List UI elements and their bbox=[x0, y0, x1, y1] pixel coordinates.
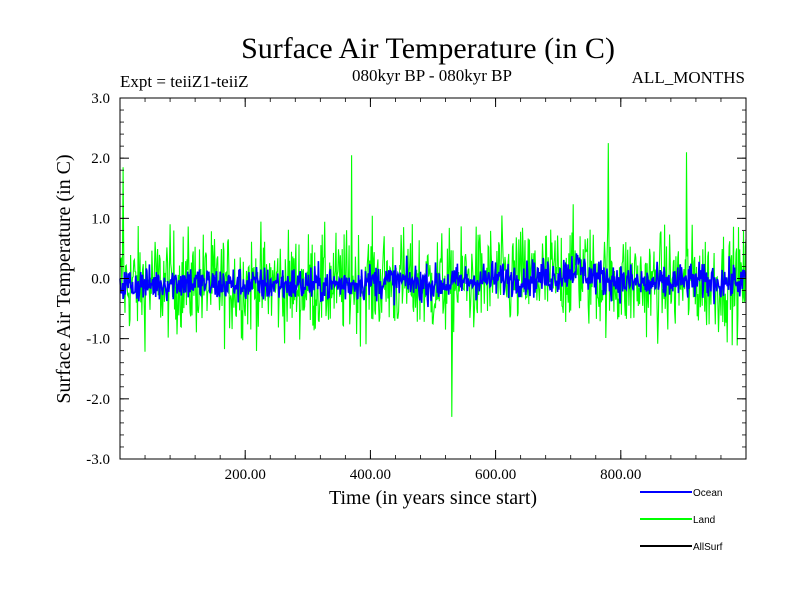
y-tick-label: 3.0 bbox=[91, 91, 110, 107]
x-axis-label: Time (in years since start) bbox=[329, 487, 537, 509]
x-tick-label: 800.00 bbox=[600, 467, 641, 483]
series-line-ocean bbox=[119, 253, 747, 308]
y-tick-label: 0.0 bbox=[91, 272, 110, 288]
x-tick-label: 400.00 bbox=[350, 467, 391, 483]
y-tick-label: -3.0 bbox=[86, 452, 110, 468]
subtitle-left: Expt = teiiZ1-teiiZ bbox=[120, 72, 249, 91]
chart-title: Surface Air Temperature (in C) bbox=[241, 32, 615, 65]
tick-layer bbox=[119, 97, 747, 460]
y-tick-labels: -3.0 -2.0 -1.0 0.0 1.0 2.0 3.0 bbox=[86, 91, 110, 468]
y-tick-label: -1.0 bbox=[86, 332, 110, 348]
x-tick-label: 200.00 bbox=[225, 467, 266, 483]
legend-label-allsurf: AllSurf bbox=[693, 542, 723, 553]
legend-label-ocean: Ocean bbox=[693, 488, 722, 499]
series-layer bbox=[119, 143, 747, 417]
subtitle-right: ALL_MONTHS bbox=[632, 68, 745, 87]
y-tick-label: 2.0 bbox=[91, 151, 110, 167]
legend: Ocean Land AllSurf bbox=[640, 488, 723, 553]
legend-label-land: Land bbox=[693, 515, 715, 526]
y-axis-label: Surface Air Temperature (in C) bbox=[53, 154, 75, 403]
x-tick-labels: 200.00 400.00 600.00 800.00 bbox=[225, 467, 642, 483]
y-tick-label: -2.0 bbox=[86, 392, 110, 408]
y-tick-label: 1.0 bbox=[91, 211, 110, 227]
subtitle-center: 080kyr BP - 080kyr BP bbox=[352, 66, 512, 85]
x-tick-label: 600.00 bbox=[475, 467, 516, 483]
